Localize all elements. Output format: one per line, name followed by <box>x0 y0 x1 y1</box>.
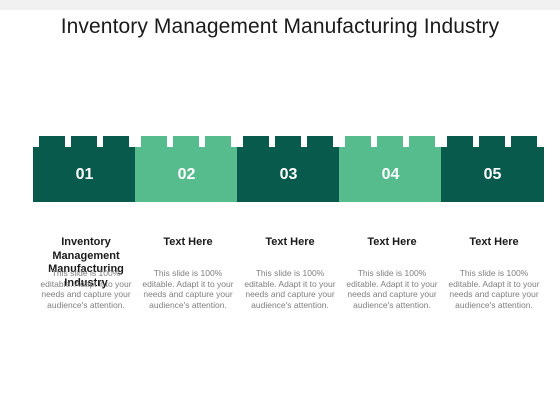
step-number: 02 <box>177 165 196 183</box>
step-heading: Inventory Management Manufacturing Indus… <box>48 236 124 289</box>
step-column-3: Text Here This slide is 100% editable. A… <box>238 236 342 310</box>
step-column-2: Text Here This slide is 100% editable. A… <box>136 236 240 310</box>
step-number: 04 <box>381 165 400 183</box>
step-block-3: 03 <box>237 136 340 202</box>
step-heading: Text Here <box>163 236 213 248</box>
step-description: This slide is 100% editable. Adapt it to… <box>244 268 336 310</box>
step-column-1: Inventory Management Manufacturing Indus… <box>34 236 138 310</box>
step-heading: Text Here <box>265 236 315 248</box>
step-number: 05 <box>483 165 502 183</box>
step-description: This slide is 100% editable. Adapt it to… <box>142 268 234 310</box>
step-block-5: 05 <box>441 136 544 202</box>
step-description: This slide is 100% editable. Adapt it to… <box>40 268 132 310</box>
step-block-2: 02 <box>135 136 238 202</box>
step-blocks: 01 02 03 04 05 <box>33 136 545 202</box>
step-heading: Text Here <box>469 236 519 248</box>
step-description: This slide is 100% editable. Adapt it to… <box>346 268 438 310</box>
step-block-4: 04 <box>339 136 442 202</box>
step-number: 01 <box>75 165 94 183</box>
step-number: 03 <box>279 165 298 183</box>
step-block-1: 01 <box>33 136 136 202</box>
step-description: This slide is 100% editable. Adapt it to… <box>448 268 540 310</box>
step-column-5: Text Here This slide is 100% editable. A… <box>442 236 546 310</box>
step-column-4: Text Here This slide is 100% editable. A… <box>340 236 444 310</box>
step-heading: Text Here <box>367 236 417 248</box>
slide-title: Inventory Management Manufacturing Indus… <box>60 15 500 38</box>
top-strip <box>0 0 560 10</box>
